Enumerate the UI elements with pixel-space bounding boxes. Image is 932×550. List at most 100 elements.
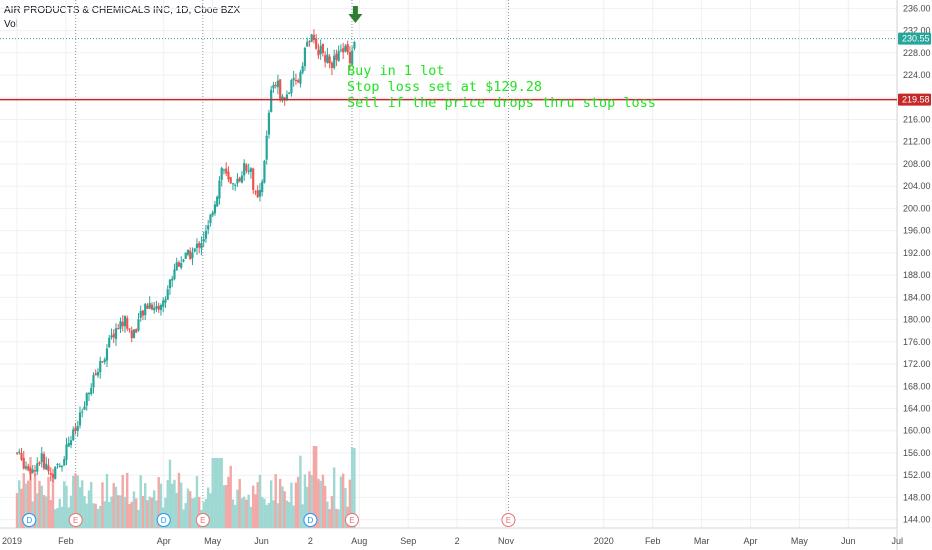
candle-body — [58, 465, 61, 467]
time-axis[interactable]: 2019 Feb Apr May Jun 2 Aug Sep 2 Nov 2020 Feb Mar Apr… — [2, 536, 903, 546]
price-tick-label: 172.00 — [903, 359, 931, 369]
candle-body — [263, 160, 266, 183]
candle-body — [216, 196, 219, 207]
event-marker[interactable]: D — [303, 513, 318, 527]
candle-body — [139, 311, 142, 318]
candle-body — [24, 466, 28, 469]
candle-body — [281, 96, 284, 101]
candle-body — [81, 411, 84, 413]
volume-bar — [220, 458, 223, 528]
candle-body — [229, 177, 232, 184]
volume-bar — [40, 485, 43, 528]
volume-bar — [103, 501, 106, 528]
volume-bar — [110, 496, 113, 528]
event-marker[interactable]: E — [501, 513, 516, 527]
candle-body — [164, 299, 167, 303]
price-tick-label: 184.00 — [903, 292, 931, 302]
candle-body — [276, 80, 280, 88]
current-price-label: 230.55 — [902, 34, 930, 44]
event-marker[interactable]: D — [156, 513, 171, 527]
candle-body — [105, 348, 109, 361]
volume-bar — [159, 483, 163, 528]
annotation-line-2: Stop loss set at $129.28 — [347, 79, 542, 95]
candle-body — [175, 262, 178, 271]
volume-bar — [180, 482, 183, 528]
candle-body — [189, 250, 192, 260]
candle-body — [74, 427, 77, 432]
candle-body — [310, 34, 313, 42]
price-tick-label: 164.00 — [903, 404, 931, 414]
volume-bar — [74, 473, 77, 528]
volume-bar — [238, 478, 241, 528]
volume-bar — [209, 493, 212, 528]
time-tick-label: 2 — [308, 536, 313, 546]
candle-body — [198, 243, 201, 248]
candle-body — [94, 373, 97, 376]
candle-body — [225, 168, 228, 174]
volume-bar — [123, 496, 127, 528]
volume-bar — [321, 474, 325, 528]
event-marker[interactable]: D — [22, 513, 37, 527]
event-marker-letter: E — [349, 516, 354, 525]
candle-body — [353, 42, 356, 49]
volume-bar — [328, 509, 331, 528]
volume-bar — [171, 483, 174, 528]
price-tick-label: 200.00 — [903, 203, 931, 213]
candle-body — [137, 319, 140, 331]
candle-body — [207, 225, 210, 230]
candle-body — [200, 243, 203, 249]
volume-bar — [198, 497, 201, 528]
candle-body — [47, 465, 50, 472]
time-tick-label: Feb — [645, 536, 661, 546]
volume-bar — [245, 499, 248, 528]
volume-bar — [15, 493, 19, 528]
candle-body — [342, 48, 345, 53]
candle-body — [33, 470, 37, 472]
event-marker[interactable]: E — [195, 513, 210, 527]
candle-body — [234, 184, 237, 186]
candle-body — [337, 50, 340, 62]
volume-bar — [96, 508, 100, 528]
volume-bar — [38, 480, 41, 528]
candle-body — [326, 54, 329, 64]
volume-bar — [332, 467, 336, 528]
volume-bar — [33, 473, 37, 528]
candle-body — [303, 48, 307, 67]
event-marker-letter: D — [161, 516, 167, 525]
candle-body — [119, 321, 122, 329]
event-marker-letter: D — [308, 516, 314, 525]
candle-body — [182, 259, 185, 262]
volume-bar — [130, 501, 133, 528]
volume-bar — [121, 474, 124, 528]
volume-bar — [49, 499, 52, 528]
volume-bar — [256, 482, 259, 528]
candle-body — [339, 49, 343, 51]
volume-bars — [15, 446, 356, 528]
volume-indicator-label: Vol — [4, 19, 18, 30]
volume-bar — [292, 505, 295, 528]
event-marker[interactable]: E — [68, 513, 83, 527]
candle-body — [247, 170, 250, 172]
candle-body — [42, 454, 46, 469]
candle-body — [27, 466, 30, 471]
volume-bar — [173, 479, 176, 528]
time-tick-label: May — [791, 536, 809, 546]
price-tick-label: 144.00 — [903, 515, 931, 525]
volume-bar — [233, 504, 237, 528]
volume-bar — [224, 484, 228, 528]
candle-body — [65, 444, 68, 460]
candle-body — [256, 190, 259, 198]
volume-bar — [182, 509, 185, 528]
volume-bar — [56, 508, 59, 528]
candle-body — [87, 392, 91, 395]
volume-bar — [148, 496, 151, 528]
candle-body — [78, 412, 82, 426]
candle-body — [49, 472, 52, 475]
event-marker[interactable]: E — [344, 513, 359, 527]
candle-body — [15, 452, 19, 454]
volume-bar — [303, 474, 307, 528]
volume-bar — [296, 476, 300, 528]
price-axis[interactable]: 144.00 148.00 152.00 156.00 160.00 164.00 168.… — [903, 3, 931, 524]
price-tick-label: 156.00 — [903, 448, 931, 458]
